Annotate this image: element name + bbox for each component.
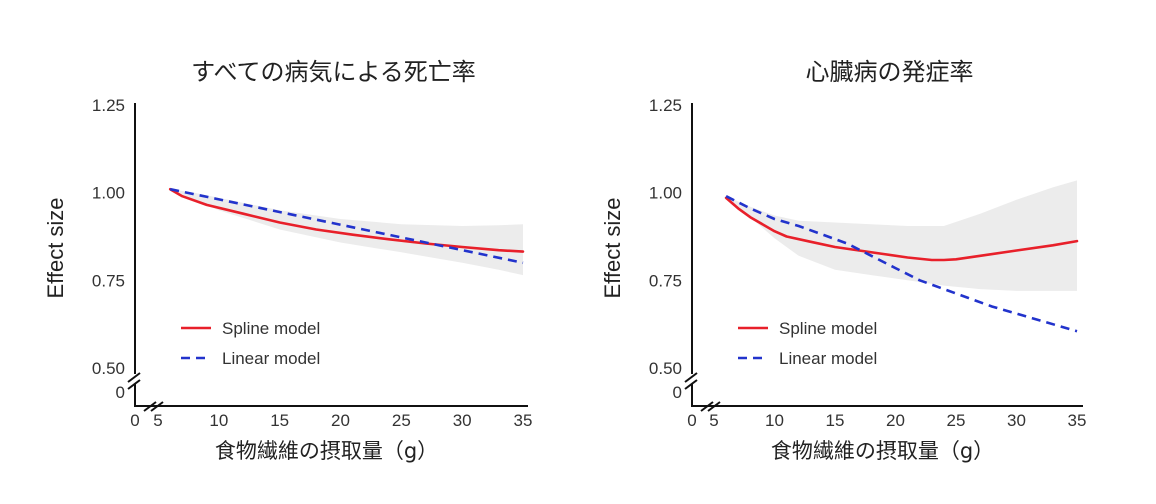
x-tick-label: 15 <box>826 411 845 430</box>
x-tick-label: 20 <box>886 411 905 430</box>
x-axis-label: 食物繊維の摂取量（g） <box>771 439 994 463</box>
legend-label: Linear model <box>222 349 320 368</box>
legend-label: Spline model <box>222 319 320 338</box>
x-tick-label: 0 <box>687 411 696 430</box>
y-tick-label: 1.00 <box>92 184 125 203</box>
x-tick-label: 5 <box>709 411 718 430</box>
break-mark <box>150 401 164 412</box>
axis-break-icon <box>127 372 164 412</box>
legend: Spline model Linear model <box>181 319 320 368</box>
chart-title: 心臓病の発症率 <box>806 58 974 86</box>
y-axis-label: Effect size <box>600 197 625 298</box>
series-line-linear <box>725 195 1078 333</box>
break-mark <box>707 401 721 412</box>
break-mark <box>684 372 698 383</box>
x-tick-label: 35 <box>1068 411 1087 430</box>
y-tick-label: 0.75 <box>92 271 125 290</box>
series-line-spline <box>724 196 1079 262</box>
x-tick-label: 10 <box>209 411 228 430</box>
y-tick-label: 0.50 <box>92 359 125 378</box>
y-axis-label: Effect size <box>43 197 68 298</box>
x-axis-label: 食物繊維の摂取量（g） <box>215 439 438 463</box>
chart-title: すべての病気による死亡率 <box>191 58 476 86</box>
confidence-band <box>170 189 523 276</box>
x-tick-label: 10 <box>765 411 784 430</box>
x-tick-label: 15 <box>270 411 289 430</box>
break-mark <box>684 379 698 390</box>
break-mark <box>700 401 714 412</box>
break-mark <box>127 379 141 390</box>
x-tick-label: 30 <box>453 411 472 430</box>
break-mark <box>143 401 157 412</box>
legend-label: Spline model <box>779 319 877 338</box>
y-tick-label: 0.75 <box>649 271 682 290</box>
axis-break-icon <box>684 372 721 412</box>
x-tick-label: 0 <box>130 411 139 430</box>
x-tick-label: 35 <box>514 411 533 430</box>
confidence-band <box>726 180 1077 291</box>
x-tick-label: 5 <box>153 411 162 430</box>
y-tick-label: 0.50 <box>649 359 682 378</box>
y-tick-label: 1.00 <box>649 184 682 203</box>
x-tick-label: 30 <box>1007 411 1026 430</box>
y-tick-label: 0 <box>116 383 125 402</box>
y-tick-label: 1.25 <box>649 96 682 115</box>
x-tick-label: 20 <box>331 411 350 430</box>
series-line-spline <box>168 187 525 253</box>
y-tick-label: 1.25 <box>92 96 125 115</box>
series-line-linear <box>169 187 524 265</box>
break-mark <box>127 372 141 383</box>
y-tick-label: 0 <box>673 383 682 402</box>
x-tick-label: 25 <box>392 411 411 430</box>
legend-label: Linear model <box>779 349 877 368</box>
legend: Spline model Linear model <box>738 319 877 368</box>
x-tick-label: 25 <box>947 411 966 430</box>
